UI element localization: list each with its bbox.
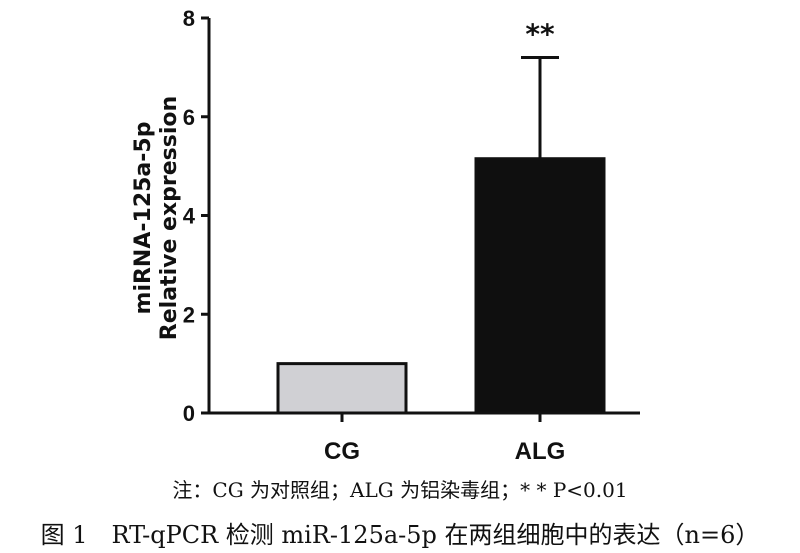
y-axis: 0 2 4 6 8 [183, 6, 211, 426]
y-axis-title-line-2: Relative expression [157, 96, 182, 340]
x-tick-label-cg: CG [324, 438, 360, 465]
y-tick-label-0: 0 [183, 401, 195, 426]
x-axis: CG ALG [209, 411, 640, 465]
y-axis-title-line-1: miRNA-125a-5p [131, 122, 156, 315]
y-tick-label-1: 2 [183, 302, 195, 327]
bar-alg [474, 157, 606, 415]
bars: ** [276, 18, 606, 415]
y-axis-title: miRNA-125a-5p Relative expression [131, 96, 182, 340]
figure-note: 注：CG 为对照组；ALG 为铝染毒组；* * P<0.01 [172, 478, 628, 502]
y-tick-label-3: 6 [183, 105, 195, 130]
bar-cg [276, 362, 408, 415]
bar-chart: miRNA-125a-5p Relative expression 02468 … [131, 6, 640, 465]
significance-alg: ** [525, 18, 555, 51]
x-tick-label-alg: ALG [515, 438, 566, 465]
y-tick-label-4: 8 [183, 6, 195, 31]
y-tick-label-2: 4 [183, 204, 196, 229]
figure-caption: 图 1 RT-qPCR 检测 miR-125a-5p 在两组细胞中的表达（n=6… [40, 521, 760, 549]
